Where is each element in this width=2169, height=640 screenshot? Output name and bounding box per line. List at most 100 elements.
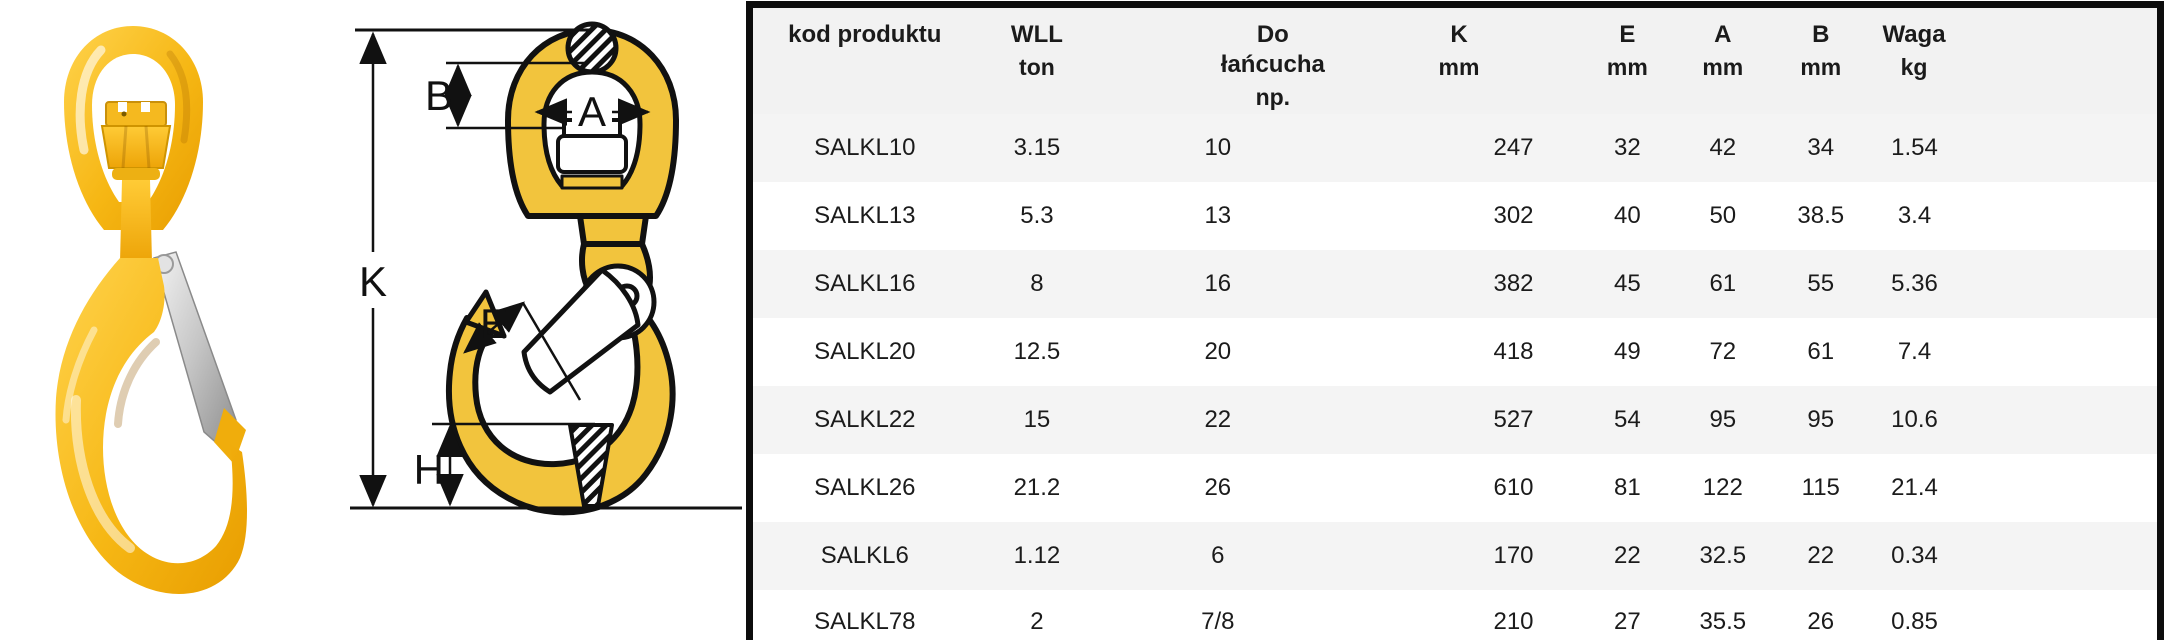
column-header: A mm — [1675, 5, 1770, 115]
cell-do-lancucha: 22 — [1204, 406, 1232, 433]
cell-kod-produktu: SALKL13 — [814, 202, 916, 229]
column-unit: mm — [1800, 54, 1842, 80]
cell-k: 170 — [1493, 542, 1534, 569]
cell-k: 382 — [1493, 270, 1534, 297]
label-knockout — [572, 84, 612, 134]
column-label: E — [1619, 21, 1636, 48]
cell-e: 40 — [1613, 202, 1641, 229]
cell-do-lancucha: 6 — [1211, 542, 1225, 569]
table-row: SALKL78 2 7/8 210 27 35.5 26 0.85 — [749, 590, 2161, 640]
table-row: SALKL6 1.12 6 170 22 32.5 22 0.34 — [749, 522, 2161, 590]
table-row: SALKL22 15 22 527 54 95 95 10.6 — [749, 386, 2161, 454]
cell-b: 26 — [1807, 608, 1835, 636]
spec-table-container: kod produktu WLL ton Do łańcucha np. — [746, 1, 2164, 640]
diagram-hook-drawing — [446, 21, 679, 516]
cell-waga: 5.36 — [1891, 270, 1938, 297]
column-header: K mm — [1338, 5, 1579, 115]
cell-b: 95 — [1807, 406, 1835, 433]
column-label: B — [1812, 21, 1830, 48]
cell-e: 81 — [1613, 474, 1641, 501]
dimension-diagram: K B A E H — [349, 21, 742, 516]
cell-b: 22 — [1807, 542, 1835, 569]
cell-waga: 0.34 — [1891, 542, 1938, 569]
cell-kod-produktu: SALKL26 — [814, 474, 916, 501]
cell-kod-produktu: SALKL22 — [814, 406, 916, 433]
column-header: WLL ton — [977, 5, 1098, 115]
cell-waga: 21.4 — [1891, 474, 1938, 501]
cell-a: 95 — [1709, 406, 1737, 433]
cell-kod-produktu: SALKL10 — [814, 134, 916, 161]
cell-a: 35.5 — [1699, 608, 1747, 636]
column-unit: mm — [1606, 54, 1648, 80]
cell-e: 27 — [1613, 608, 1641, 636]
cell-k: 610 — [1493, 474, 1534, 501]
column-header: E mm — [1580, 5, 1675, 115]
cell-b: 34 — [1807, 134, 1835, 161]
dim-label-a: A — [578, 88, 606, 135]
cell-do-lancucha: 16 — [1204, 270, 1232, 297]
cell-a: 61 — [1709, 270, 1737, 297]
cell-b: 38.5 — [1797, 202, 1845, 229]
cell-waga: 0.85 — [1891, 608, 1938, 636]
cell-e: 49 — [1613, 338, 1641, 365]
cell-do-lancucha: 7/8 — [1201, 608, 1235, 636]
cell-b: 61 — [1807, 338, 1835, 365]
column-label: Do łańcucha — [1220, 21, 1325, 78]
cell-wll: 12.5 — [1013, 338, 1061, 365]
cell-kod-produktu: SALKL78 — [814, 608, 916, 636]
column-label: kod produktu — [788, 21, 942, 48]
column-header: kod produktu — [750, 5, 977, 115]
column-header: B mm — [1771, 5, 1871, 115]
column-label: Waga — [1882, 21, 1946, 48]
cell-e: 54 — [1613, 406, 1641, 433]
cell-do-lancucha: 20 — [1204, 338, 1232, 365]
cell-waga: 10.6 — [1891, 406, 1938, 433]
table-row: SALKL10 3.15 10 247 32 42 34 1.54 — [749, 114, 2161, 182]
cell-b: 55 — [1807, 270, 1835, 297]
column-unit: mm — [1438, 54, 1480, 80]
cell-k: 302 — [1493, 202, 1534, 229]
column-label: K — [1450, 21, 1468, 48]
spec-table: kod produktu WLL ton Do łańcucha np. — [746, 1, 2164, 640]
dim-label-h: H — [414, 446, 444, 493]
column-unit: ton — [1019, 54, 1055, 80]
cell-waga: 3.4 — [1897, 202, 1932, 229]
column-header: Do łańcucha np. — [1097, 5, 1338, 115]
cell-wll: 5.3 — [1020, 202, 1054, 229]
table-row: SALKL13 5.3 13 302 40 50 38.5 3.4 — [749, 182, 2161, 250]
cell-kod-produktu: SALKL6 — [820, 542, 909, 569]
cell-wll: 2 — [1030, 608, 1044, 636]
column-label: A — [1714, 21, 1732, 48]
cell-do-lancucha: 26 — [1204, 474, 1232, 501]
cell-a: 72 — [1709, 338, 1737, 365]
cell-k: 527 — [1493, 406, 1534, 433]
cell-kod-produktu: SALKL20 — [814, 338, 916, 365]
table-row: SALKL26 21.2 26 610 81 122 115 21.4 — [749, 454, 2161, 522]
column-unit: kg — [1900, 54, 1928, 80]
cell-a: 42 — [1709, 134, 1737, 161]
cell-e: 45 — [1613, 270, 1641, 297]
dim-label-k: K — [359, 258, 387, 305]
chain-link-section — [565, 21, 619, 75]
cell-do-lancucha: 10 — [1204, 134, 1232, 161]
hook-bottom-section — [568, 423, 614, 508]
cell-wll: 3.15 — [1013, 134, 1061, 161]
cell-e: 32 — [1613, 134, 1641, 161]
cell-wll: 1.12 — [1013, 542, 1061, 569]
table-header: kod produktu WLL ton Do łańcucha np. — [749, 4, 2161, 115]
cell-wll: 21.2 — [1013, 474, 1061, 501]
cell-do-lancucha: 13 — [1204, 202, 1232, 229]
cell-a: 50 — [1709, 202, 1737, 229]
cell-b: 115 — [1801, 474, 1840, 501]
cell-kod-produktu: SALKL16 — [814, 270, 916, 297]
cell-k: 210 — [1493, 608, 1534, 636]
column-unit: mm — [1702, 54, 1744, 80]
table-row: SALKL20 12.5 20 418 49 72 61 7.4 — [749, 318, 2161, 386]
header-row: kod produktu WLL ton Do łańcucha np. — [749, 4, 2161, 115]
cell-e: 22 — [1613, 542, 1641, 569]
photo-hook-body — [55, 258, 247, 594]
cell-a: 122 — [1702, 474, 1743, 501]
label-knockout — [349, 252, 397, 308]
cell-wll: 15 — [1023, 406, 1051, 433]
cell-a: 32.5 — [1699, 542, 1747, 569]
